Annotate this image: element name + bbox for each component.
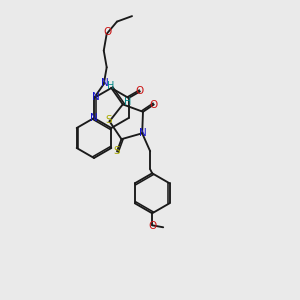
Text: O: O xyxy=(103,27,112,37)
Text: H: H xyxy=(124,98,131,107)
Text: O: O xyxy=(148,221,156,231)
Text: N: N xyxy=(92,92,100,102)
Text: N: N xyxy=(90,113,98,123)
Text: O: O xyxy=(150,100,158,110)
Text: O: O xyxy=(136,86,144,97)
Text: S: S xyxy=(114,146,120,156)
Text: S: S xyxy=(105,115,112,125)
Text: N: N xyxy=(101,78,109,88)
Text: N: N xyxy=(139,128,147,138)
Text: H: H xyxy=(107,81,114,91)
